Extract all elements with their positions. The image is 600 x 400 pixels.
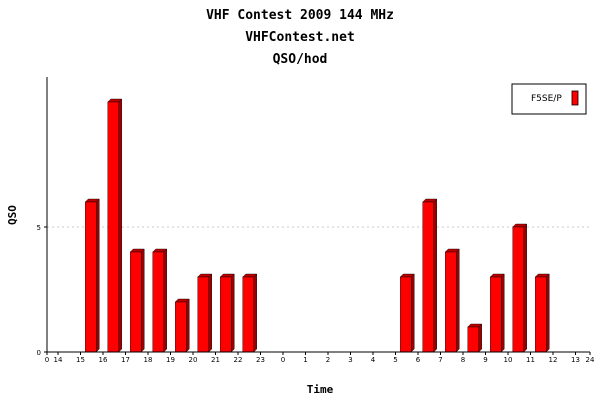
bar-front [422,201,434,353]
bar [107,98,123,353]
bar-side [141,248,145,353]
bar [242,273,258,353]
x-tick-label: 5 [393,356,397,364]
bar-side [231,273,235,353]
x-ticks: 0 14 15 16 17 18 19 20 21 22 23 0 1 2 3 4 5 6 7 8 9 10 11 12 13 2… [45,352,595,364]
bar [489,273,505,353]
bar-side [523,223,527,353]
x-tick-label: 11 [526,356,535,364]
bar [152,248,168,353]
bar-side [478,323,482,353]
x-tick-label: 21 [211,356,220,364]
x-tick-label: 2 [326,356,330,364]
x-tick-label: 4 [371,356,376,364]
x-tick-label: 3 [348,356,352,364]
x-tick-label: 14 [54,356,63,364]
bar-front [535,276,547,353]
legend-label: F5SE/P [531,94,562,104]
x-tick-label: 20 [189,356,198,364]
y-tick-label: 0 [37,349,41,357]
bar-side [96,198,100,353]
bar [444,248,460,353]
y-axis-title: QSO [6,205,19,225]
bars [84,98,550,353]
x-tick-label: 0 [45,356,49,364]
bar [467,323,483,353]
x-tick-label: 10 [504,356,513,364]
bar [399,273,415,353]
bar [422,198,438,353]
bar [174,298,190,353]
x-tick-label: 18 [144,356,153,364]
x-tick-label: 8 [461,356,465,364]
y-ticks: 05 [37,224,47,357]
bar [84,198,100,353]
bar-side [546,273,550,353]
x-tick-label: 17 [121,356,130,364]
x-tick-label: 15 [76,356,85,364]
x-tick-label: 9 [483,356,487,364]
x-tick-label: 12 [549,356,558,364]
bar-front [152,251,164,353]
x-tick-label: 0 [281,356,285,364]
x-tick-label: 19 [166,356,175,364]
bar [219,273,235,353]
bar-front [175,301,187,353]
bar [129,248,145,353]
bar-side [411,273,415,353]
bar-front [467,326,479,353]
x-tick-label: 1 [303,356,307,364]
x-axis-title: Time [307,383,334,396]
bar-side [501,273,505,353]
bar [197,273,213,353]
chart-subtitle: VHFContest.net [245,30,355,45]
legend: F5SE/P [511,83,587,115]
bar [512,223,528,353]
bar-side [456,248,460,353]
bar-side [186,298,190,353]
chart-subtitle-2: QSO/hod [273,52,328,67]
legend-swatch [571,90,579,106]
x-tick-label: 24 [586,356,595,364]
bar-front [445,251,457,353]
bar-side [433,198,437,353]
x-tick-label: 7 [438,356,442,364]
bar-front [512,226,524,353]
x-tick-label: 23 [256,356,265,364]
bar-side [163,248,167,353]
x-tick-label: 16 [99,356,108,364]
chart-title: VHF Contest 2009 144 MHz [206,8,394,23]
bar [534,273,550,353]
bar-side [253,273,257,353]
bar-front [490,276,502,353]
bar-front [130,251,142,353]
x-tick-label: 13 [571,356,580,364]
bar-front [107,101,119,353]
x-tick-label: 6 [416,356,421,364]
bar-side [118,98,122,353]
bar-side [208,273,212,353]
bar-front [400,276,412,353]
x-tick-label: 22 [234,356,243,364]
bar-front [242,276,254,353]
bar-front [197,276,209,353]
y-tick-label: 5 [37,224,41,232]
bar-front [85,201,97,353]
bar-front [220,276,232,353]
